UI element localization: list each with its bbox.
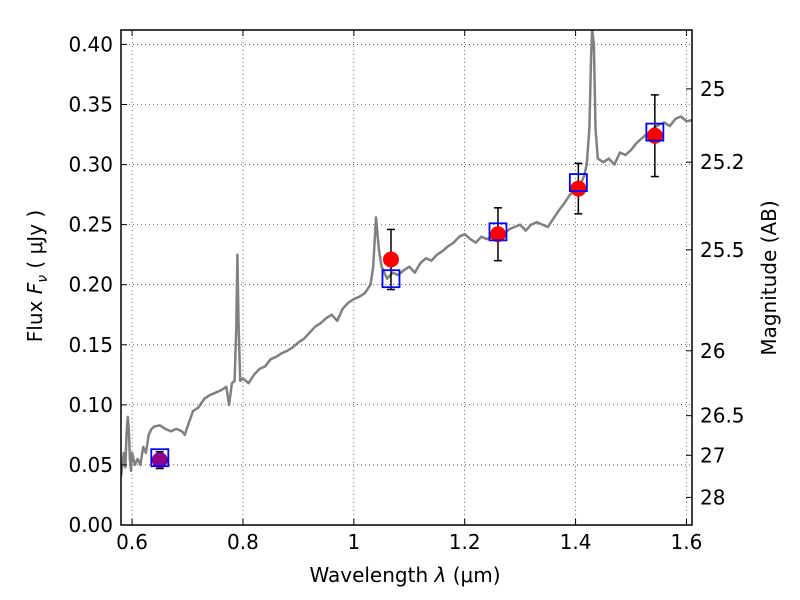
x-tick-label: 1.2 [449, 530, 481, 554]
y-tick-label: 0.20 [68, 273, 113, 297]
axis-ticks: 0.6 0.8 1 1.2 1.4 1.6 0.00 0.05 0.10 0.15 0.20 0.25… [68, 30, 745, 554]
model-photometry-point [645, 122, 665, 142]
y2-tick-label: 26.5 [700, 404, 745, 428]
y-tick-label: 0.30 [68, 153, 113, 177]
observed-point [570, 180, 587, 197]
y-tick-label: 0.25 [68, 213, 113, 237]
x-axis-label: Wavelength λ (μm) [309, 563, 500, 587]
y2-tick-label: 25.5 [700, 238, 745, 262]
y-axis-label: Flux Fν ( μJy ) [23, 210, 51, 342]
x-tick-label: 1.4 [560, 530, 592, 554]
model-photometry-point [381, 269, 401, 289]
x-tick-label: 1 [347, 530, 360, 554]
plot-frame [120, 29, 693, 526]
y2-tick-label: 28 [700, 485, 725, 509]
y-tick-label: 0.00 [68, 513, 113, 537]
y2-tick-label: 25 [700, 77, 725, 101]
plot-series [121, 30, 692, 478]
y-tick-label: 0.10 [68, 393, 113, 417]
y2-axis-label: Magnitude (AB) [757, 200, 781, 355]
observed-point [151, 452, 168, 469]
y2-tick-label: 25.2 [700, 150, 745, 174]
model-photometry-point [488, 222, 508, 242]
observed-point [489, 226, 506, 243]
y-tick-label: 0.35 [68, 92, 113, 116]
y-tick-label: 0.40 [68, 32, 113, 56]
model-photometry-point [150, 448, 170, 468]
model-spectrum-line [121, 30, 692, 478]
y2-tick-label: 26 [700, 339, 725, 363]
grid-lines [121, 30, 692, 526]
y-tick-label: 0.05 [68, 453, 113, 477]
y-tick-label: 0.15 [68, 333, 113, 357]
x-tick-label: 0.6 [116, 530, 148, 554]
x-tick-label: 1.6 [671, 530, 703, 554]
y2-tick-label: 27 [700, 443, 725, 467]
model-photometry-point [568, 173, 588, 192]
observed-point [382, 251, 399, 268]
x-tick-label: 0.8 [227, 530, 259, 554]
